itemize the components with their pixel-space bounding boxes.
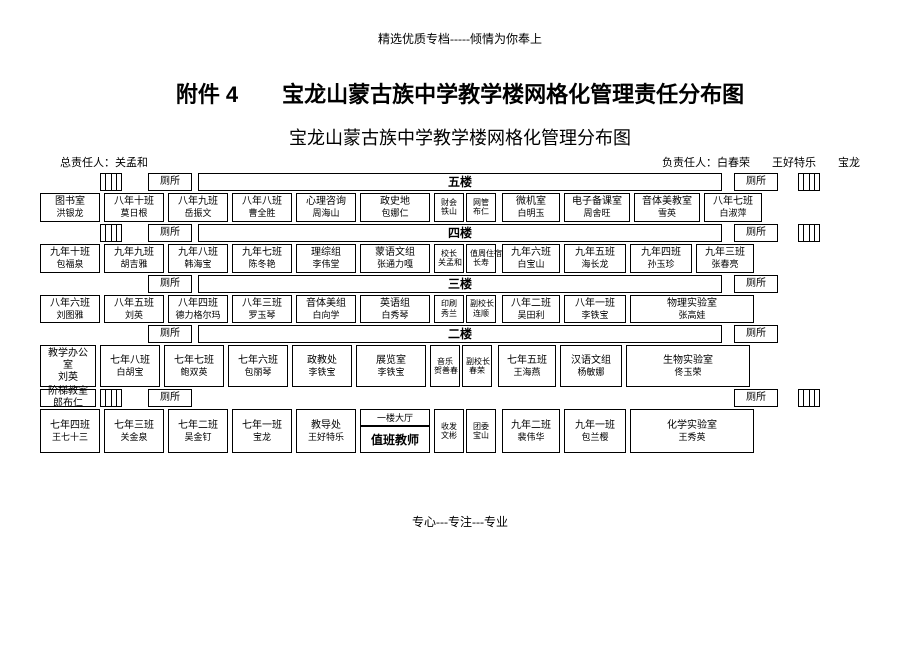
stair-icon bbox=[100, 173, 122, 191]
sub-title: 宝龙山蒙古族中学教学楼网格化管理分布图 bbox=[40, 124, 880, 150]
room-cell: 七年三班关金泉 bbox=[104, 409, 164, 453]
room-cell: 八年二班吴田利 bbox=[502, 295, 560, 324]
room-cell: 音体美教室雪英 bbox=[634, 193, 700, 222]
page-header: 精选优质专档-----倾情为你奉上 bbox=[40, 30, 880, 47]
room-cell: 七年六班包丽琴 bbox=[228, 345, 288, 387]
room-cell: 七年四班王七十三 bbox=[40, 409, 100, 453]
room-cell: 九年一班包兰樱 bbox=[564, 409, 626, 453]
room-cell: 九年五班海长龙 bbox=[564, 244, 626, 273]
toilet-label: 厕所 bbox=[734, 173, 778, 191]
toilet-label: 厕所 bbox=[148, 275, 192, 293]
room-cell: 八年八班曹全胜 bbox=[232, 193, 292, 222]
responsibility-row: 总责任人：关孟和 负责任人：白春荣 王好特乐 宝龙 bbox=[40, 154, 880, 170]
room-cell: 七年五班王海燕 bbox=[498, 345, 556, 387]
room-cell: 理综组李伟堂 bbox=[296, 244, 356, 273]
toilet-label: 厕所 bbox=[734, 389, 778, 407]
room-cell: 九年二班裴伟华 bbox=[502, 409, 560, 453]
room-cell: 电子备课室周舍旺 bbox=[564, 193, 630, 222]
floor-4: 厕所 四楼 厕所 九年十班包福泉九年九班胡吉雅九年八班韩海宝九年七班陈冬艳理综组… bbox=[40, 224, 880, 273]
room-cell: 政教处李铁宝 bbox=[292, 345, 352, 387]
room-cell: 七年一班宝龙 bbox=[232, 409, 292, 453]
room-cell: 微机室白明玉 bbox=[502, 193, 560, 222]
floor-2: 厕所 二楼 厕所 教学办公室刘英七年八班白胡宝七年七班鲍双英七年六班包丽琴政教处… bbox=[40, 325, 880, 387]
floor-5: 厕所 五楼 厕所 图书室洪银龙八年十班莫日根八年九班岳振文八年八班曹全胜心理咨询… bbox=[40, 173, 880, 222]
room-cell: 物理实验室张高娃 bbox=[630, 295, 754, 324]
stair-icon bbox=[798, 224, 820, 242]
room-cell: 财会铁山 bbox=[434, 193, 464, 222]
room-cell: 收发文彬 bbox=[434, 409, 464, 453]
room-cell: 生物实验室佟玉荣 bbox=[626, 345, 750, 387]
toilet-label: 厕所 bbox=[734, 325, 778, 343]
room-cell: 政史地包娜仁 bbox=[360, 193, 430, 222]
room-cell: 团委宝山 bbox=[466, 409, 496, 453]
resp-left-label: 总责任人： bbox=[60, 157, 115, 169]
room-cell: 八年七班白淑萍 bbox=[704, 193, 762, 222]
room-cell: 八年一班李铁宝 bbox=[564, 295, 626, 324]
floor-1: 阶梯教室 郎布仁 厕所 厕所 七年四班王七十三七年三班关金泉七年二班吴金钉七年一… bbox=[40, 389, 880, 453]
room-cell: 图书室洪银龙 bbox=[40, 193, 100, 222]
duty-teacher-label: 值班教师 bbox=[360, 426, 430, 453]
floor-label: 三楼 bbox=[198, 275, 722, 293]
room-cell: 副校长连顺 bbox=[466, 295, 496, 324]
stair-icon bbox=[100, 389, 122, 407]
room-cell: 汉语文组杨敏娜 bbox=[560, 345, 622, 387]
room-cell: 化学实验室王秀英 bbox=[630, 409, 754, 453]
toilet-label: 厕所 bbox=[148, 224, 192, 242]
room-cell: 九年十班包福泉 bbox=[40, 244, 100, 273]
main-title: 附件 4 宝龙山蒙古族中学教学楼网格化管理责任分布图 bbox=[40, 77, 880, 109]
floor-label: 四楼 bbox=[198, 224, 722, 242]
toilet-label: 厕所 bbox=[148, 173, 192, 191]
stair-icon bbox=[100, 224, 122, 242]
room-cell: 校长关孟和 bbox=[434, 244, 464, 273]
room-cell: 八年六班刘图雅 bbox=[40, 295, 100, 324]
room-cell: 九年六班白宝山 bbox=[502, 244, 560, 273]
room-cell: 音体美组白向学 bbox=[296, 295, 356, 324]
room-cell: 心理咨询周海山 bbox=[296, 193, 356, 222]
toilet-label: 厕所 bbox=[734, 275, 778, 293]
room-cell: 蒙语文组张通力嘎 bbox=[360, 244, 430, 273]
room-cell: 印刷秀兰 bbox=[434, 295, 464, 324]
toilet-label: 厕所 bbox=[148, 325, 192, 343]
stair-room-label: 阶梯教室 郎布仁 bbox=[40, 389, 96, 407]
floor-label: 五楼 bbox=[198, 173, 722, 191]
room-cell: 八年四班德力格尔玛 bbox=[168, 295, 228, 324]
room-cell: 八年三班罗玉琴 bbox=[232, 295, 292, 324]
resp-left-name: 关孟和 bbox=[115, 157, 148, 169]
room-cell: 九年八班韩海宝 bbox=[168, 244, 228, 273]
room-cell: 展览室李铁宝 bbox=[356, 345, 426, 387]
hall-label: 一楼大厅 bbox=[360, 409, 430, 426]
stair-icon bbox=[798, 389, 820, 407]
room-cell: 副校长春荣 bbox=[462, 345, 492, 387]
page-footer: 专心---专注---专业 bbox=[40, 513, 880, 530]
room-cell: 值周住宿长寿 bbox=[466, 244, 496, 273]
room-cell: 八年五班刘英 bbox=[104, 295, 164, 324]
room-cell: 九年三班张春亮 bbox=[696, 244, 754, 273]
room-cell: 九年七班陈冬艳 bbox=[232, 244, 292, 273]
floor-3: 厕所 三楼 厕所 八年六班刘图雅八年五班刘英八年四班德力格尔玛八年三班罗玉琴音体… bbox=[40, 275, 880, 324]
room-cell: 七年七班鲍双英 bbox=[164, 345, 224, 387]
room-cell: 八年十班莫日根 bbox=[104, 193, 164, 222]
room-cell: 七年八班白胡宝 bbox=[100, 345, 160, 387]
room-cell: 教导处王好特乐 bbox=[296, 409, 356, 453]
resp-right-names: 白春荣 王好特乐 宝龙 bbox=[717, 157, 860, 169]
room-cell: 英语组白秀琴 bbox=[360, 295, 430, 324]
floor-label: 二楼 bbox=[198, 325, 722, 343]
room-cell: 九年九班胡吉雅 bbox=[104, 244, 164, 273]
stair-icon bbox=[798, 173, 820, 191]
side-office-label: 教学办公室刘英 bbox=[40, 345, 96, 387]
room-cell: 音乐贺善春 bbox=[430, 345, 460, 387]
room-cell: 网管布仁 bbox=[466, 193, 496, 222]
room-cell: 八年九班岳振文 bbox=[168, 193, 228, 222]
toilet-label: 厕所 bbox=[148, 389, 192, 407]
resp-right-label: 负责任人： bbox=[662, 157, 717, 169]
room-cell: 九年四班孙玉珍 bbox=[630, 244, 692, 273]
room-cell: 七年二班吴金钉 bbox=[168, 409, 228, 453]
toilet-label: 厕所 bbox=[734, 224, 778, 242]
